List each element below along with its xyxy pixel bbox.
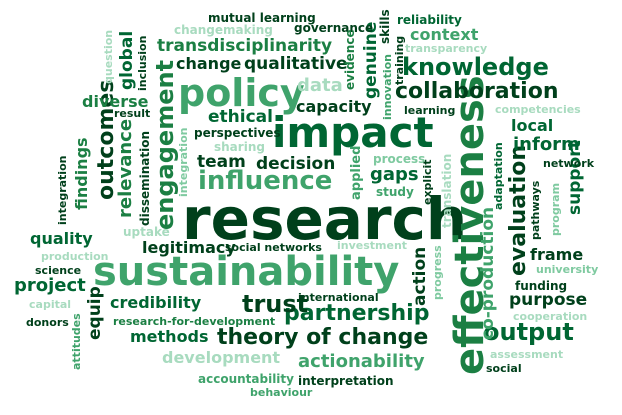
word-inform: inform <box>513 134 580 155</box>
word-ethical: ethical <box>208 107 273 127</box>
word-dissemination: dissemination <box>138 130 152 226</box>
word-accountability: accountability <box>198 372 294 386</box>
word-uptake: uptake <box>123 225 170 239</box>
word-legitimacy: legitimacy <box>142 238 236 257</box>
word-gaps: gaps <box>370 164 419 185</box>
word-findings: findings <box>72 137 91 210</box>
word-changemaking: changemaking <box>174 23 273 37</box>
word-partnership: partnership <box>284 301 430 326</box>
word-pathways: pathways <box>529 180 542 240</box>
word-integration-left: integration <box>56 155 69 225</box>
word-context: context <box>410 25 479 44</box>
word-engagement: engagement <box>151 59 179 230</box>
word-capacity: capacity <box>296 97 372 116</box>
word-team: team <box>197 152 246 172</box>
word-frame: frame <box>530 245 584 264</box>
word-actionability: actionability <box>298 351 425 372</box>
word-output: output <box>483 318 574 346</box>
word-innovation: innovation <box>381 54 394 120</box>
word-governance: governance <box>294 21 374 35</box>
word-assessment: assessment <box>490 348 564 361</box>
word-transparency: transparency <box>405 42 488 55</box>
word-network: network <box>543 157 595 170</box>
word-decision: decision <box>256 154 336 174</box>
word-support: support <box>565 140 585 215</box>
word-study: study <box>376 185 414 199</box>
word-progress: progress <box>431 245 444 300</box>
word-translation: translation <box>440 153 454 228</box>
word-perspectives: perspectives <box>194 126 281 140</box>
word-local: local <box>511 116 554 135</box>
word-mutual-learning: mutual learning <box>208 11 316 25</box>
word-knowledge: knowledge <box>402 53 549 81</box>
word-learning: learning <box>404 104 456 117</box>
word-relevance: relevance <box>115 118 136 218</box>
word-integration-mid: integration <box>177 127 190 197</box>
word-action: action <box>410 246 430 306</box>
word-collaboration: collaboration <box>395 79 559 104</box>
word-explicit: explicit <box>421 159 434 205</box>
word-skills: skills <box>378 9 392 44</box>
word-theory-of-change: theory of change <box>217 325 429 350</box>
word-data: data <box>297 75 343 96</box>
word-sharing: sharing <box>214 140 265 154</box>
word-science: science <box>35 264 82 277</box>
word-evidence: evidence <box>343 29 357 90</box>
word-result: result <box>114 107 151 120</box>
word-funding: funding <box>515 279 568 293</box>
word-sustainability: sustainability <box>93 249 400 295</box>
word-donors: donors <box>26 316 69 329</box>
word-policy: policy <box>178 71 305 115</box>
word-reliability: reliability <box>397 13 462 27</box>
word-credibility: credibility <box>110 293 202 312</box>
word-influence: influence <box>198 166 333 196</box>
word-change: change <box>176 54 242 73</box>
word-project: project <box>14 275 86 296</box>
word-qualitative: qualitative <box>244 54 348 74</box>
word-global: global <box>117 30 137 90</box>
word-process: process <box>373 152 426 166</box>
word-inclusion: inclusion <box>136 35 149 91</box>
word-social: social <box>486 362 522 375</box>
word-cooperation: cooperation <box>513 310 588 323</box>
word-diverse: diverse <box>82 92 149 111</box>
word-purpose: purpose <box>509 290 588 310</box>
word-adaptation: adaptation <box>492 142 505 210</box>
word-research: research <box>182 185 468 253</box>
word-quality: quality <box>30 229 93 248</box>
word-program: program <box>549 182 562 236</box>
word-social-networks: social networks <box>225 241 322 254</box>
word-capital: capital <box>29 298 72 311</box>
word-attitudes: attitudes <box>70 313 83 370</box>
word-methods: methods <box>130 327 209 346</box>
word-impact: impact <box>272 108 434 157</box>
word-research-for-development: research-for-development <box>113 315 276 328</box>
word-production: production <box>41 250 109 263</box>
word-competencies: competencies <box>495 103 581 116</box>
word-question: question <box>102 29 115 84</box>
word-co-production: co-production <box>478 206 498 340</box>
word-international: international <box>298 291 379 304</box>
word-development: development <box>162 348 281 367</box>
word-training: training <box>393 35 406 85</box>
word-university: university <box>536 263 599 276</box>
word-interpretation: interpretation <box>298 374 394 388</box>
word-applied: applied <box>349 145 364 200</box>
word-trust: trust <box>242 290 309 318</box>
word-investment: investment <box>337 239 408 252</box>
word-transdisciplinarity: transdisciplinarity <box>157 36 333 56</box>
word-evaluation: evaluation <box>506 145 531 276</box>
word-behaviour: behaviour <box>250 386 313 399</box>
word-equip: equip <box>85 286 105 340</box>
